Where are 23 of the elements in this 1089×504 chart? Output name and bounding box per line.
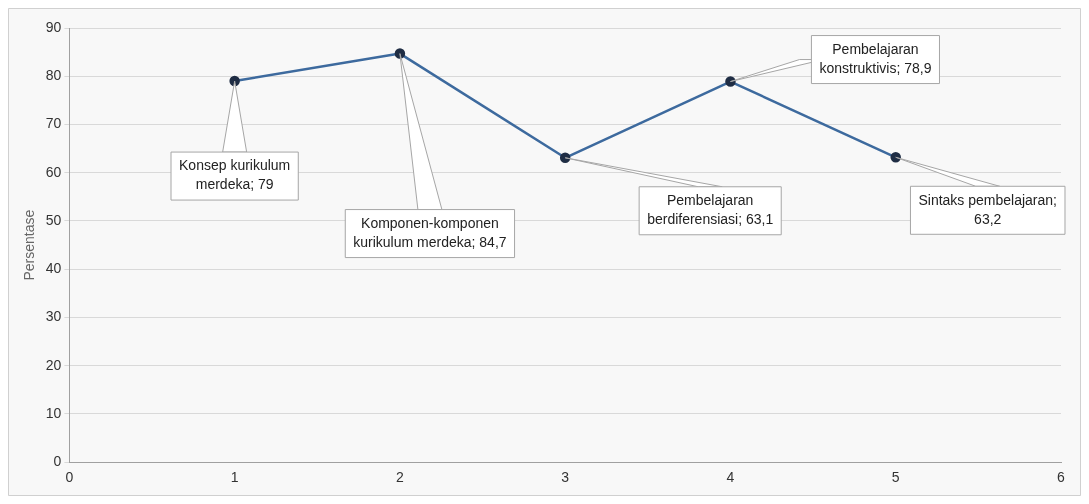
y-tick-label: 70: [45, 115, 62, 132]
y-tick-label: 50: [45, 211, 62, 228]
annotation: Pembelajaran berdiferensiasi; 63,1: [647, 192, 774, 228]
x-tick-label: 5: [891, 469, 900, 486]
annotation: Sintaks pembelajaran; 63,2: [918, 191, 1057, 227]
y-tick-label: 30: [45, 308, 62, 325]
y-tick-label: 20: [45, 356, 62, 373]
y-tick-label: 0: [53, 453, 62, 470]
x-tick-label: 1: [230, 469, 239, 486]
y-tick-label: 90: [45, 18, 62, 35]
y-tick-label: 40: [45, 260, 62, 277]
y-tick-label: 80: [45, 67, 62, 84]
y-tick-label: 60: [45, 163, 62, 180]
x-tick-label: 6: [1057, 469, 1066, 486]
y-tick-label: 10: [45, 404, 62, 421]
x-tick-label: 2: [396, 469, 405, 486]
x-tick-label: 0: [65, 469, 74, 486]
y-axis-title: Persentase: [21, 209, 38, 281]
annotation: Komponen-komponen kurikulum merdeka; 84,7: [353, 214, 507, 250]
annotation: Konsep kurikulum merdeka; 79: [179, 157, 291, 193]
annotation: Pembelajaran konstruktivis; 78,9: [819, 40, 932, 76]
x-tick-label: 3: [561, 469, 570, 486]
x-tick-label: 4: [726, 469, 735, 486]
